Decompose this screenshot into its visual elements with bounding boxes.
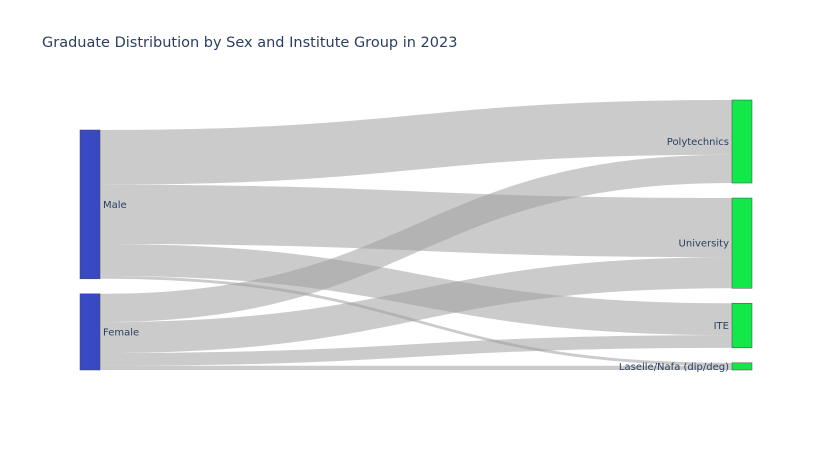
link-female-to-polytechnics [100, 154, 732, 323]
node-laselle-nafa-dip-deg [731, 362, 753, 371]
node-ite [731, 302, 753, 349]
link-male-to-polytechnics [100, 100, 732, 185]
node-label-female: Female [103, 327, 139, 338]
node-label-ite: ITE [714, 321, 729, 332]
node-label-university: University [679, 239, 730, 250]
node-label-male: Male [103, 200, 127, 211]
link-female-to-ite [100, 335, 732, 366]
link-male-to-university [100, 184, 732, 258]
link-male-to-ite [100, 243, 732, 336]
node-female [79, 293, 101, 371]
link-male-to-laselle-nafa-dip-deg [100, 275, 732, 366]
node-label-laselle-nafa-dip-deg: Laselle/Nafa (dip/deg) [619, 362, 729, 373]
node-label-polytechnics: Polytechnics [667, 137, 729, 148]
node-male [79, 129, 101, 280]
link-female-to-laselle-nafa-dip-deg [100, 365, 732, 370]
node-university [731, 197, 753, 289]
link-female-to-university [100, 257, 732, 354]
links-layer [100, 100, 732, 370]
chart-title: Graduate Distribution by Sex and Institu… [42, 35, 458, 51]
labels-layer: Male Female Polytechnics University ITE Lasel… [103, 137, 729, 373]
nodes-layer [79, 99, 753, 371]
node-polytechnics [731, 99, 753, 184]
